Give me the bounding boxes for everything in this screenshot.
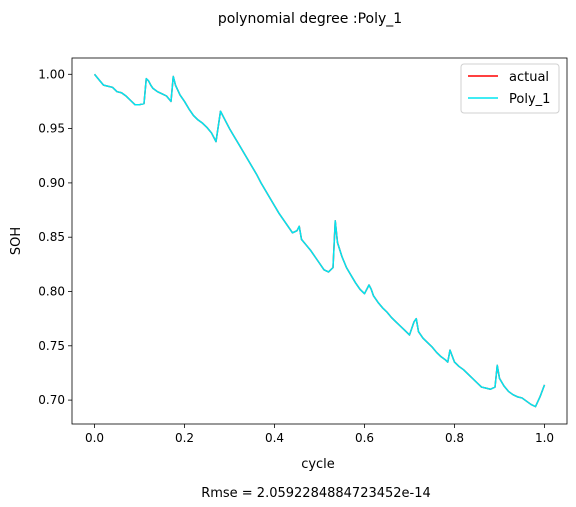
plot-frame (71, 57, 568, 425)
series-line-actual (93, 73, 546, 408)
y-tick-label: 0.70 (38, 393, 65, 407)
legend-label-poly-1: Poly_1 (509, 92, 550, 107)
series-line-poly-1 (93, 73, 546, 408)
x-tick-label: 0.2 (175, 431, 194, 445)
y-tick-label: 0.85 (38, 230, 65, 244)
y-tick-label: 0.95 (38, 122, 65, 136)
y-tick-label: 1.00 (38, 67, 65, 81)
plot-series (93, 73, 546, 408)
x-tick-label: 0.8 (445, 431, 464, 445)
x-tick-label: 0.0 (85, 431, 104, 445)
y-tick-label: 0.80 (38, 285, 65, 299)
x-axis-label: cycle (301, 457, 335, 472)
chart-title: polynomial degree :Poly_1 (218, 11, 402, 27)
y-tick-label: 0.75 (38, 339, 65, 353)
legend: actual Poly_1 (460, 63, 560, 114)
y-axis: 0.70 0.75 0.80 0.85 0.90 0.95 1.00 (38, 67, 72, 407)
x-tick-label: 0.4 (265, 431, 284, 445)
rmse-footer: Rmse = 2.0592284884723452e-14 (201, 486, 431, 501)
x-axis: 0.0 0.2 0.4 0.6 0.8 1.0 (85, 424, 554, 445)
y-axis-label: SOH (9, 227, 24, 255)
x-tick-label: 1.0 (535, 431, 554, 445)
y-tick-label: 0.90 (38, 176, 65, 190)
x-tick-label: 0.6 (355, 431, 374, 445)
legend-label-actual: actual (509, 70, 549, 85)
